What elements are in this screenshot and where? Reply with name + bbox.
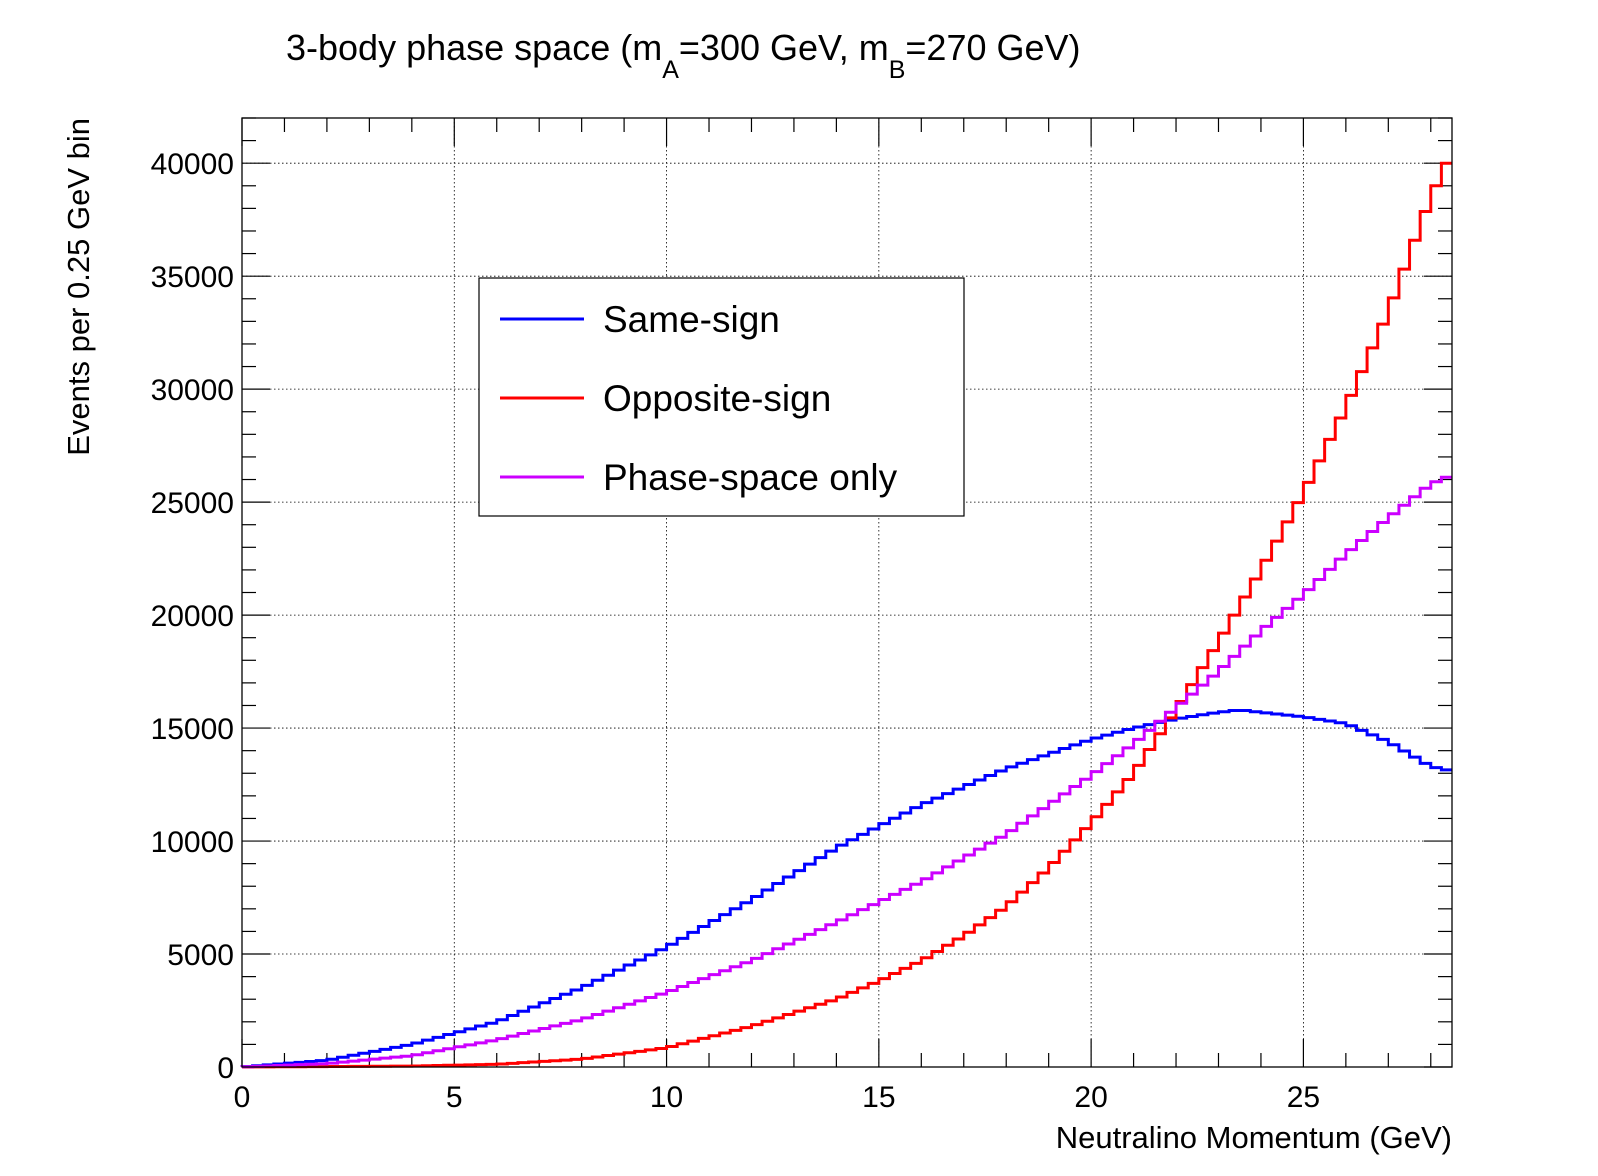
series-opposite-sign [240, 161, 1452, 1069]
legend: Same-sign Opposite-sign Phase-space only [478, 277, 965, 517]
y-tick-label: 0 [217, 1052, 234, 1085]
y-tick-label: 20000 [151, 600, 234, 633]
title-part-2: =300 GeV, m [679, 27, 889, 68]
x-tick-label: 0 [234, 1081, 251, 1114]
title-part-3: =270 GeV) [905, 27, 1080, 68]
tick-labels: 0 5 10 15 20 25 0 5000 10000 15000 20000 25000 30000… [151, 148, 1321, 1114]
y-tick-label: 15000 [151, 713, 234, 746]
legend-label-same-sign: Same-sign [603, 299, 780, 340]
plot-frame [241, 117, 1453, 1068]
y-axis-label: Events per 0.25 GeV bin [61, 118, 96, 456]
x-axis-label: Neutralino Momentum (GeV) [1056, 1120, 1452, 1155]
y-tick-label: 25000 [151, 487, 234, 520]
y-tick-label: 40000 [151, 148, 234, 181]
x-tick-label: 5 [446, 1081, 463, 1114]
series-phase-space-only [240, 475, 1452, 1069]
y-tick-label: 10000 [151, 826, 234, 859]
series-layer [240, 161, 1452, 1069]
y-tick-label: 5000 [167, 939, 234, 972]
chart-title: 3-body phase space (mA=300 GeV, mB=270 G… [286, 27, 1081, 84]
title-subscript-b: B [889, 56, 906, 84]
series-same-sign [240, 709, 1452, 1069]
title-part-1: 3-body phase space (m [286, 27, 662, 68]
legend-label-opposite-sign: Opposite-sign [603, 378, 831, 419]
y-tick-label: 35000 [151, 261, 234, 294]
grid-lines [242, 118, 1452, 1067]
x-tick-label: 25 [1287, 1081, 1320, 1114]
x-tick-label: 10 [650, 1081, 683, 1114]
x-tick-label: 15 [862, 1081, 895, 1114]
legend-label-phase-space-only: Phase-space only [603, 457, 898, 498]
x-tick-label: 20 [1074, 1081, 1107, 1114]
y-tick-label: 30000 [151, 374, 234, 407]
title-subscript-a: A [662, 56, 679, 84]
axis-ticks [241, 117, 1452, 1068]
